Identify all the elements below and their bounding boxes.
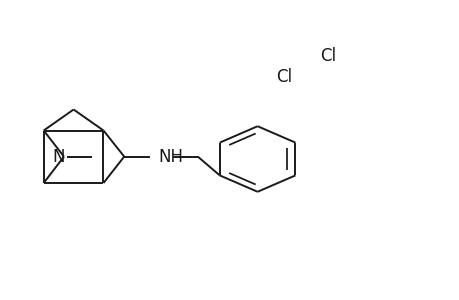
Text: NH: NH (158, 148, 183, 166)
Text: N: N (52, 148, 65, 166)
Text: Cl: Cl (319, 46, 335, 64)
Text: Cl: Cl (275, 68, 291, 85)
